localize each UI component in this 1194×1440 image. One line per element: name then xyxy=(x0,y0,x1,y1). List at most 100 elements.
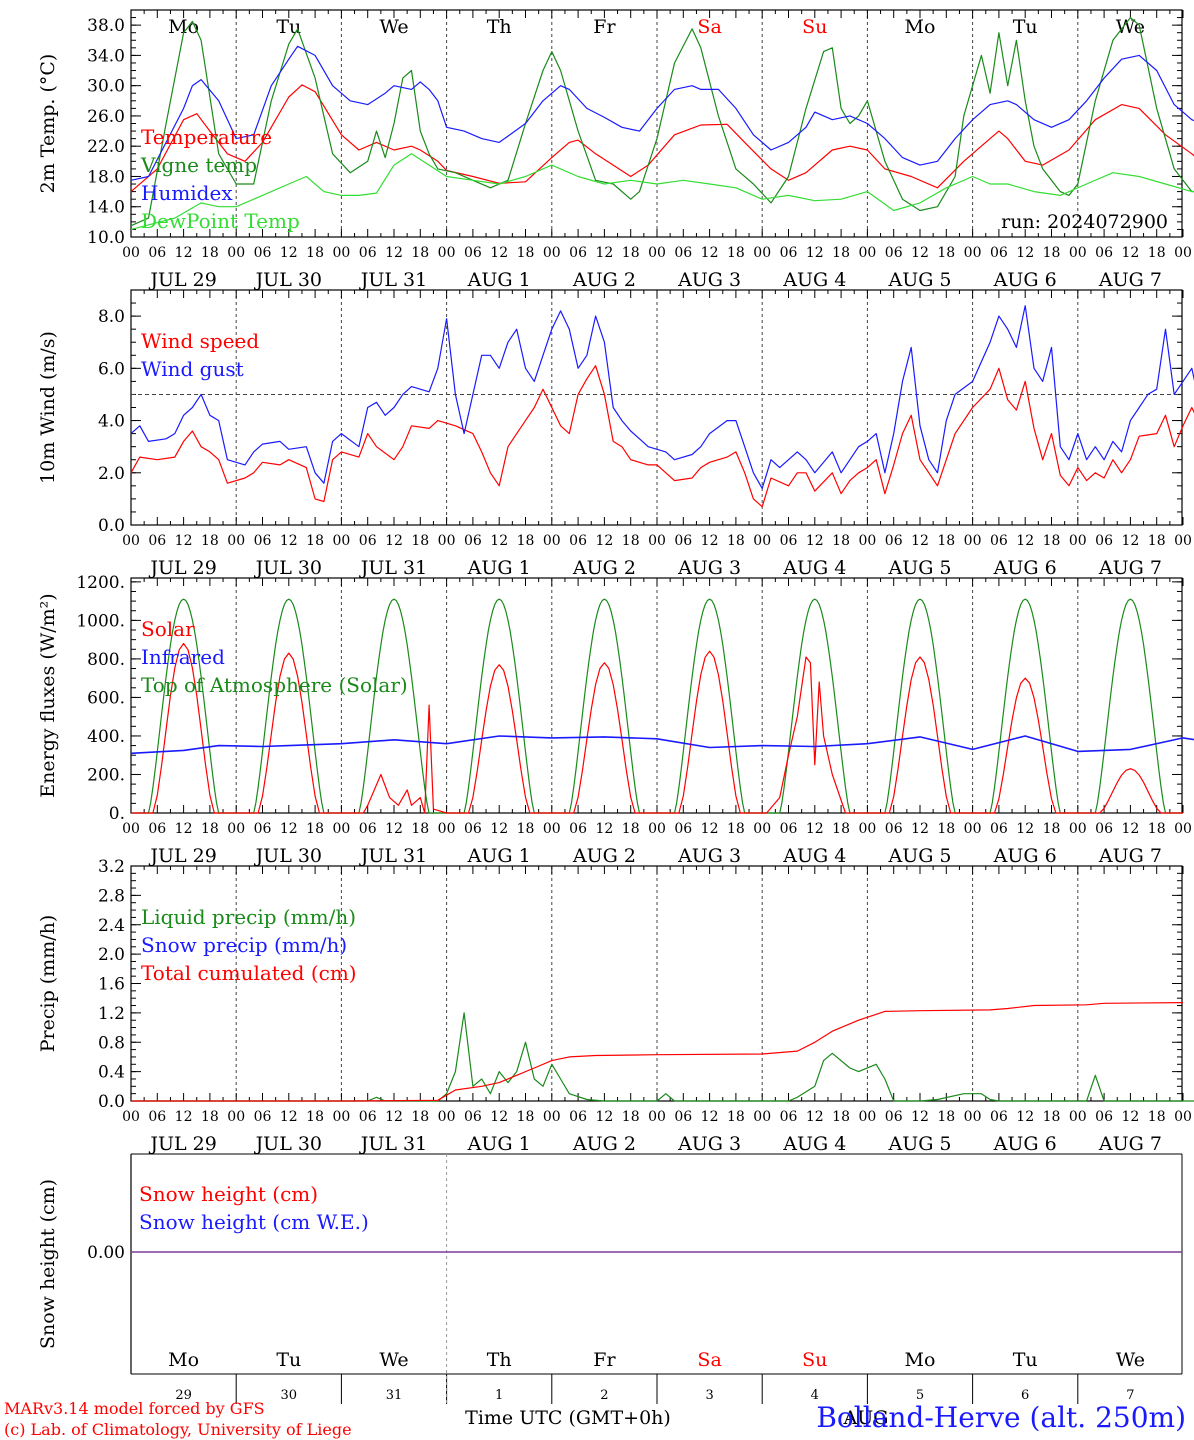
y-tick-label: 0.00 xyxy=(87,1243,125,1263)
x-axis-label: Time UTC (GMT+0h) xyxy=(465,1407,671,1429)
hour-tick-label: 00 xyxy=(1174,1109,1192,1125)
hour-tick-label: 18 xyxy=(411,1109,429,1125)
hour-tick-label: 12 xyxy=(595,821,613,837)
y-tick-label: 18.0 xyxy=(87,167,125,187)
hour-tick-label: 18 xyxy=(411,821,429,837)
hour-tick-label: 12 xyxy=(1016,245,1034,261)
hour-tick-label: 18 xyxy=(727,1109,745,1125)
hour-tick-label: 06 xyxy=(569,533,587,549)
weekday-label: Tu xyxy=(276,1349,301,1371)
hour-tick-label: 06 xyxy=(148,533,166,549)
station-label: Bolland-Herve (alt. 250m) xyxy=(816,1401,1186,1434)
date-label: AUG 6 xyxy=(993,557,1057,579)
hour-tick-label: 00 xyxy=(753,1109,771,1125)
hour-tick-label: 06 xyxy=(990,1109,1008,1125)
hour-tick-label: 06 xyxy=(780,245,798,261)
hour-tick-label: 12 xyxy=(911,533,929,549)
hour-tick-label: 12 xyxy=(1121,1109,1139,1125)
hour-tick-label: 12 xyxy=(806,533,824,549)
date-label: AUG 5 xyxy=(887,845,951,867)
weekday-label: Fr xyxy=(593,16,616,38)
legend-entry: Wind speed xyxy=(141,329,259,353)
weekday-label: We xyxy=(1116,1349,1145,1371)
hour-tick-label: 12 xyxy=(1121,245,1139,261)
date-label: AUG 4 xyxy=(782,1133,846,1155)
date-label: AUG 1 xyxy=(467,269,531,291)
date-label: AUG 6 xyxy=(993,269,1057,291)
hour-tick-label: 18 xyxy=(622,821,640,837)
hour-tick-label: 18 xyxy=(1148,1109,1166,1125)
hour-tick-label: 00 xyxy=(438,533,456,549)
weekday-label: Sa xyxy=(697,16,721,38)
hour-tick-label: 12 xyxy=(175,245,193,261)
hour-tick-label: 00 xyxy=(648,533,666,549)
hour-tick-label: 06 xyxy=(359,533,377,549)
date-label: AUG 1 xyxy=(467,1133,531,1155)
hour-tick-label: 12 xyxy=(595,245,613,261)
hour-tick-label: 18 xyxy=(937,533,955,549)
weekday-label: Su xyxy=(802,16,827,38)
y-tick-label: 1.6 xyxy=(98,975,125,995)
hour-tick-label: 18 xyxy=(517,1109,535,1125)
hour-tick-label: 12 xyxy=(175,821,193,837)
date-label: AUG 2 xyxy=(572,557,636,579)
hour-tick-label: 18 xyxy=(517,533,535,549)
weekday-label: We xyxy=(379,1349,408,1371)
run-label: run: 2024072900 xyxy=(1001,211,1168,233)
hour-tick-label: 06 xyxy=(780,821,798,837)
hour-tick-label: 12 xyxy=(280,245,298,261)
hour-tick-label: 00 xyxy=(648,245,666,261)
hour-tick-label: 00 xyxy=(543,245,561,261)
y-tick-label: 6.0 xyxy=(98,359,125,379)
hour-tick-label: 18 xyxy=(937,1109,955,1125)
hour-tick-label: 12 xyxy=(490,821,508,837)
hour-tick-label: 00 xyxy=(964,821,982,837)
hour-tick-label: 18 xyxy=(306,245,324,261)
date-label: JUL 31 xyxy=(359,269,427,291)
y-tick-label: 34.0 xyxy=(87,46,125,66)
y-tick-label: 0.0 xyxy=(98,516,125,536)
date-label: AUG 3 xyxy=(677,557,741,579)
hour-tick-label: 06 xyxy=(674,533,692,549)
hour-tick-label: 06 xyxy=(569,821,587,837)
date-label: AUG 6 xyxy=(993,1133,1057,1155)
hour-tick-label: 06 xyxy=(1095,533,1113,549)
hour-tick-label: 12 xyxy=(911,1109,929,1125)
hour-tick-label: 00 xyxy=(964,245,982,261)
legend-entry: Solar xyxy=(141,617,195,641)
hour-tick-label: 06 xyxy=(464,1109,482,1125)
weekday-label: Mo xyxy=(168,1349,199,1371)
weekday-label: We xyxy=(379,16,408,38)
hour-tick-label: 12 xyxy=(280,821,298,837)
hour-tick-label: 00 xyxy=(1174,821,1192,837)
hour-tick-label: 12 xyxy=(385,821,403,837)
day-number-label: 3 xyxy=(705,1388,713,1403)
date-label: JUL 29 xyxy=(148,557,216,579)
date-label: AUG 2 xyxy=(572,1133,636,1155)
legend-entry: Infrared xyxy=(141,645,225,669)
hour-tick-label: 18 xyxy=(1148,821,1166,837)
day-number-label: 6 xyxy=(1021,1388,1029,1403)
weekday-label: Mo xyxy=(905,1349,936,1371)
y-axis-label: 10m Wind (m/s) xyxy=(37,331,59,484)
hour-tick-label: 12 xyxy=(595,1109,613,1125)
weekday-label: Th xyxy=(487,1349,512,1371)
date-label: JUL 31 xyxy=(359,557,427,579)
hour-tick-label: 12 xyxy=(385,245,403,261)
hour-tick-label: 00 xyxy=(332,821,350,837)
hour-tick-label: 06 xyxy=(885,533,903,549)
hour-tick-label: 00 xyxy=(753,245,771,261)
y-tick-label: 0. xyxy=(109,804,125,824)
date-label: JUL 30 xyxy=(254,269,322,291)
hour-tick-label: 18 xyxy=(832,1109,850,1125)
date-label: JUL 31 xyxy=(359,845,427,867)
hour-tick-label: 00 xyxy=(543,1109,561,1125)
hour-tick-label: 06 xyxy=(148,245,166,261)
hour-tick-label: 18 xyxy=(622,245,640,261)
hour-tick-label: 18 xyxy=(201,1109,219,1125)
hour-tick-label: 00 xyxy=(648,821,666,837)
y-tick-label: 2.0 xyxy=(98,945,125,965)
hour-tick-label: 06 xyxy=(885,245,903,261)
y-tick-label: 200. xyxy=(87,765,125,785)
hour-tick-label: 18 xyxy=(832,245,850,261)
